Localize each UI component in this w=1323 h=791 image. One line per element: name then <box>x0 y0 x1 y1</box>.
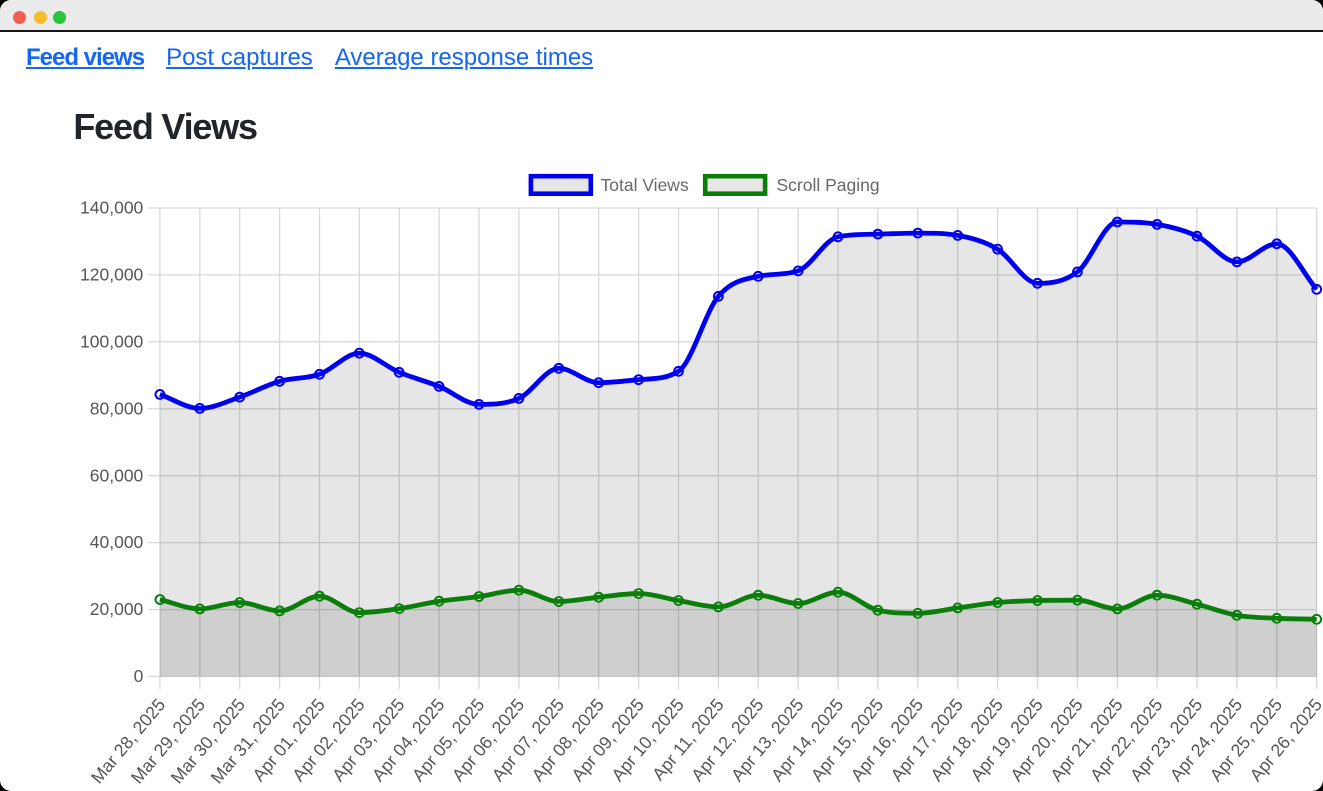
svg-text:140,000: 140,000 <box>80 198 144 218</box>
svg-text:40,000: 40,000 <box>90 532 144 552</box>
svg-text:100,000: 100,000 <box>80 331 144 351</box>
svg-text:20,000: 20,000 <box>90 599 144 619</box>
svg-text:0: 0 <box>134 666 144 686</box>
svg-text:80,000: 80,000 <box>90 398 144 418</box>
svg-text:Total Views: Total Views <box>601 175 689 195</box>
svg-text:60,000: 60,000 <box>90 465 144 485</box>
svg-text:Scroll Paging: Scroll Paging <box>777 175 880 195</box>
svg-text:120,000: 120,000 <box>80 265 144 285</box>
